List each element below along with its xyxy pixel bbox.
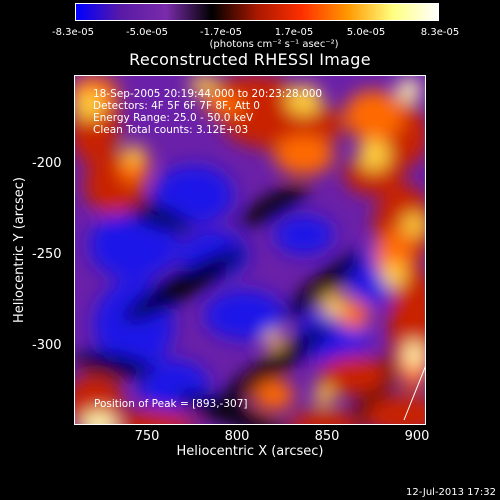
heatmap-blob: [286, 85, 322, 115]
peak-position-label: Position of Peak = [893,-307]: [94, 398, 248, 410]
colorbar-tick: -8.3e-05: [52, 27, 94, 38]
colorbar: [75, 3, 439, 21]
heatmap-blob: [124, 145, 144, 165]
heatmap-blob: [344, 90, 404, 140]
colorbar-tick: 8.3e-05: [420, 27, 460, 38]
heatmap-blob: [74, 90, 104, 120]
heatmap-blob: [154, 165, 234, 225]
heatmap-blob: [266, 330, 282, 350]
x-tick-label: 850: [314, 429, 340, 444]
heatmap-plot: [74, 75, 426, 425]
heatmap-blob: [358, 139, 390, 171]
limb-line: [403, 364, 426, 421]
heatmap-blob: [344, 155, 404, 195]
heatmap-blob: [74, 375, 124, 425]
colorbar-tick: 1.7e-05: [274, 27, 314, 38]
y-tick-label: -250: [32, 247, 62, 262]
heatmap-blob: [204, 93, 244, 117]
colorbar-unit-label: (photons cm⁻² s⁻¹ asec⁻²): [209, 39, 339, 50]
heatmap-blob: [216, 324, 332, 406]
heatmap-blob: [81, 411, 117, 425]
heatmap-blob: [285, 251, 363, 319]
heatmap-blob: [204, 290, 284, 340]
plot-frame: [74, 75, 426, 425]
heatmap-blob: [114, 410, 194, 425]
heatmap-blob: [404, 341, 424, 369]
colorbar-tick: -5.0e-05: [126, 27, 168, 38]
x-tick-label: 900: [404, 429, 430, 444]
heatmap-blob: [397, 78, 421, 102]
x-tick-label: 750: [134, 429, 160, 444]
y-tick-label: -200: [32, 156, 62, 171]
heatmap-blob: [190, 75, 218, 95]
heatmap-blob: [274, 215, 334, 255]
heatmap-blob: [74, 352, 154, 378]
colorbar-tick: -1.7e-05: [200, 27, 242, 38]
heatmap-blob: [314, 385, 334, 405]
timestamp: 12-Jul-2013 17:32: [405, 487, 496, 498]
heatmap-blob: [382, 261, 406, 289]
heatmap-blobs: [74, 75, 426, 425]
time-range-label: 18-Sep-2005 20:19:44.000 to 20:23:28.000: [93, 88, 323, 100]
x-axis-label: Heliocentric X (arcsec): [176, 444, 324, 459]
chart-title: Reconstructed RHESSI Image: [129, 50, 371, 69]
heatmap-blob: [339, 300, 369, 330]
heatmap-blob: [274, 135, 334, 175]
y-axis-label: Heliocentric Y (arcsec): [12, 177, 27, 323]
heatmap-blob: [177, 392, 291, 425]
heatmap-blob: [319, 355, 389, 395]
heatmap-blob: [89, 210, 179, 280]
y-tick-label: -300: [32, 338, 62, 353]
method-counts-label: Clean Total counts: 3.12E+03: [93, 124, 249, 136]
heatmap-blob: [123, 248, 245, 322]
heatmap-blob: [239, 183, 309, 227]
x-tick-label: 800: [224, 429, 250, 444]
heatmap-blob: [402, 213, 426, 237]
heatmap-blob: [322, 293, 346, 317]
heatmap-blob: [254, 380, 294, 410]
colorbar-tick: 5.0e-05: [346, 27, 386, 38]
detectors-label: Detectors: 4F 5F 6F 7F 8F, Att 0: [93, 100, 260, 112]
energy-range-label: Energy Range: 25.0 - 50.0 keV: [93, 112, 254, 124]
heatmap-blob: [289, 410, 359, 425]
heatmap-blob: [116, 198, 192, 232]
